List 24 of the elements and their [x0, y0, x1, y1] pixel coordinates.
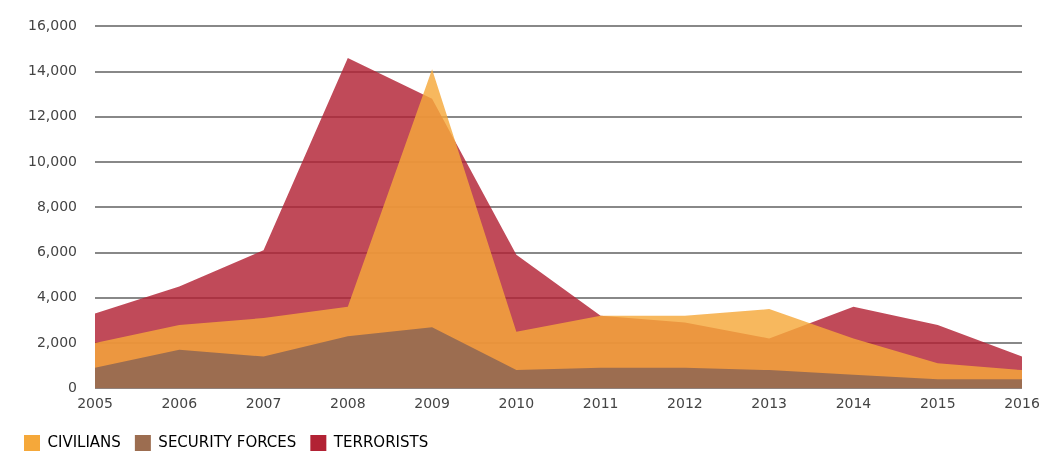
y-tick-label: 10,000	[27, 152, 77, 169]
x-tick-label: 2014	[835, 395, 872, 412]
x-tick-label: 2005	[77, 395, 113, 412]
legend-label: CIVILIANS	[47, 432, 121, 451]
x-tick-label: 2006	[161, 395, 198, 412]
x-tick-label: 2007	[245, 395, 282, 412]
x-tick-label: 2016	[1004, 395, 1040, 412]
y-tick-label: 8,000	[36, 197, 77, 214]
y-tick-label: 0	[68, 378, 77, 395]
y-tick-label: 6,000	[36, 243, 77, 260]
y-tick-label: 16,000	[27, 17, 77, 34]
y-tick-label: 2,000	[36, 333, 77, 350]
x-tick-label: 2013	[751, 395, 787, 412]
x-tick-label: 2012	[667, 395, 703, 412]
y-tick-label: 4,000	[36, 288, 77, 305]
legend-label: TERRORISTS	[332, 432, 429, 451]
x-tick-label: 2008	[329, 395, 366, 412]
x-tick-label: 2010	[498, 395, 535, 412]
y-tick-label: 14,000	[27, 62, 77, 79]
x-tick-label: 2011	[582, 395, 619, 412]
x-tick-label: 2009	[414, 395, 450, 412]
x-tick-label: 2015	[919, 395, 956, 412]
y-tick-label: 12,000	[27, 107, 77, 124]
legend-label: SECURITY FORCES	[158, 432, 297, 451]
